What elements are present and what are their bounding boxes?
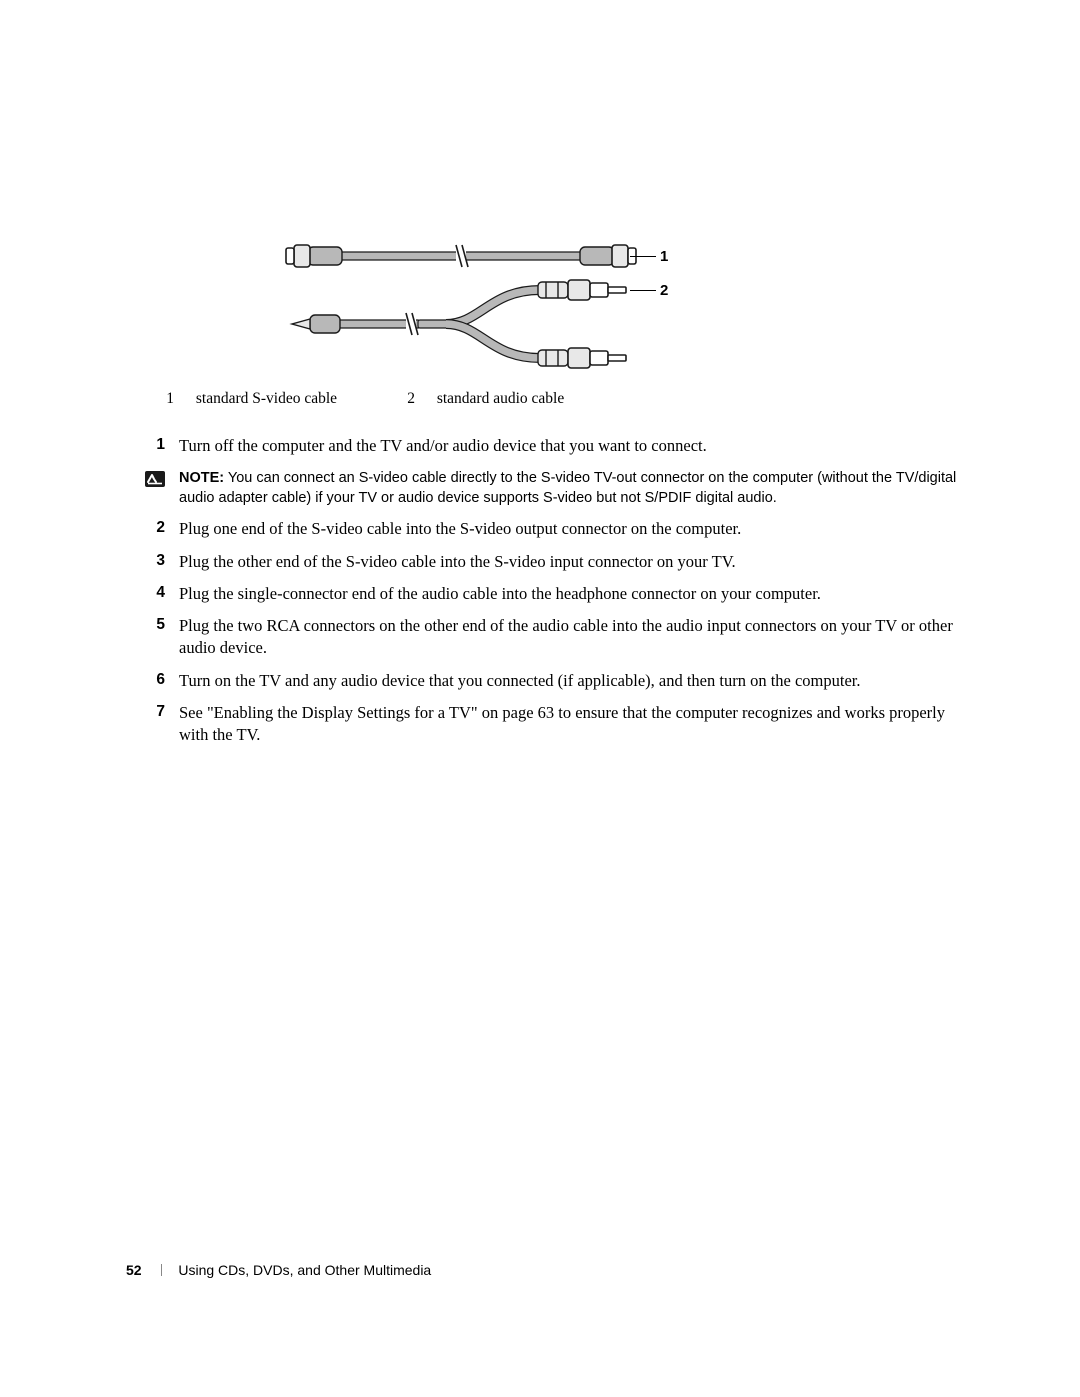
note-text: NOTE: You can connect an S-video cable d…	[179, 469, 965, 508]
step-number: 1	[145, 435, 165, 457]
callout-line	[630, 256, 656, 257]
step-number: 4	[145, 583, 165, 605]
note-label: NOTE:	[179, 470, 224, 486]
legend-label: standard audio cable	[437, 390, 564, 408]
instruction-step: 2 Plug one end of the S-video cable into…	[145, 518, 965, 540]
page-footer: 52 Using CDs, DVDs, and Other Multimedia	[126, 1262, 431, 1278]
step-text: Plug the single-connector end of the aud…	[179, 583, 821, 605]
callout-number: 2	[660, 282, 668, 299]
diagram-legend: 1 standard S-video cable 2 standard audi…	[160, 390, 960, 408]
step-text: Turn on the TV and any audio device that…	[179, 670, 861, 692]
step-text: See "Enabling the Display Settings for a…	[179, 702, 965, 747]
footer-section: Using CDs, DVDs, and Other Multimedia	[178, 1262, 431, 1278]
step-text: Turn off the computer and the TV and/or …	[179, 435, 707, 457]
step-text: Plug the two RCA connectors on the other…	[179, 615, 965, 660]
instruction-step: 1 Turn off the computer and the TV and/o…	[145, 435, 965, 457]
instruction-list: 1 Turn off the computer and the TV and/o…	[145, 425, 965, 753]
legend-number: 2	[401, 390, 415, 408]
legend-label: standard S-video cable	[196, 390, 337, 408]
callout-number: 1	[660, 248, 668, 265]
note-icon	[145, 471, 165, 487]
step-text: Plug one end of the S-video cable into t…	[179, 518, 741, 540]
step-text: Plug the other end of the S-video cable …	[179, 551, 736, 573]
note-body: You can connect an S-video cable directl…	[179, 470, 956, 506]
page: 1 2 1 standard S-video cable 2 standard …	[0, 0, 1080, 1397]
step-number: 7	[145, 702, 165, 747]
step-number: 2	[145, 518, 165, 540]
step-number: 5	[145, 615, 165, 660]
legend-number: 1	[160, 390, 174, 408]
callout-line	[630, 290, 656, 291]
step-number: 6	[145, 670, 165, 692]
instruction-step: 7 See "Enabling the Display Settings for…	[145, 702, 965, 747]
page-number: 52	[126, 1262, 142, 1278]
cable-diagram	[280, 225, 680, 385]
instruction-step: 6 Turn on the TV and any audio device th…	[145, 670, 965, 692]
instruction-step: 5 Plug the two RCA connectors on the oth…	[145, 615, 965, 660]
note: NOTE: You can connect an S-video cable d…	[145, 469, 965, 508]
instruction-step: 3 Plug the other end of the S-video cabl…	[145, 551, 965, 573]
instruction-step: 4 Plug the single-connector end of the a…	[145, 583, 965, 605]
footer-separator	[161, 1264, 162, 1276]
step-number: 3	[145, 551, 165, 573]
